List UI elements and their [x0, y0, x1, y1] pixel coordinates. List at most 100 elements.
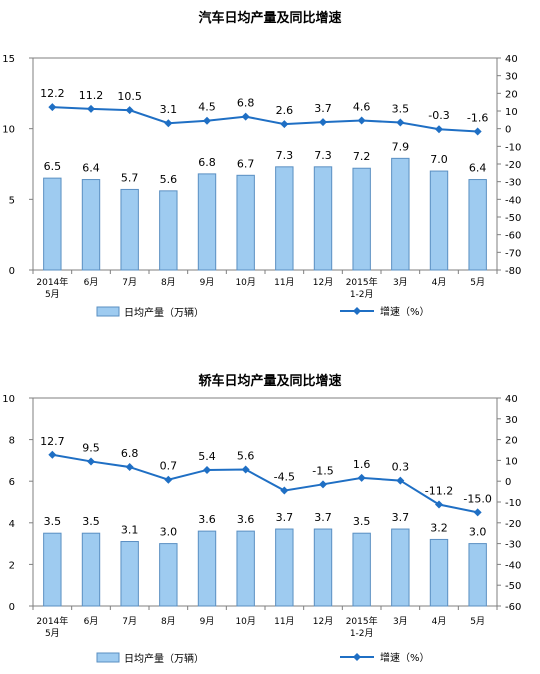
x-axis-tick-label: 2014年 5月 — [36, 276, 68, 300]
growth-value-label: 6.8 — [237, 97, 255, 110]
right-axis-tick-label: -60 — [505, 231, 521, 242]
x-axis-tick-label: 6月 — [84, 616, 99, 627]
bar — [352, 532, 371, 607]
right-axis-tick-label: -50 — [505, 581, 521, 592]
legend-bar-label: 日均产量（万辆） — [124, 306, 204, 319]
growth-point — [87, 104, 95, 113]
bar — [236, 530, 255, 607]
right-axis-tick-label: -30 — [505, 540, 521, 551]
x-axis-tick-label: 12月 — [313, 616, 333, 627]
growth-point — [396, 476, 405, 485]
x-axis-tick-label: 2014年 5月 — [36, 615, 68, 639]
bar-value-label: 3.5 — [353, 515, 371, 528]
bar-value-label: 3.0 — [469, 526, 487, 539]
growth-point — [125, 463, 134, 472]
x-axis-tick-label: 4月 — [432, 277, 447, 288]
bar-value-label: 7.3 — [314, 149, 332, 162]
right-axis-tick-label: 30 — [505, 415, 518, 426]
growth-value-label: -0.3 — [428, 109, 449, 122]
chart-2: 轿车日均产量及同比增速 0 2 4 6 8 10 40 30 20 10 0 -10 -20 -30 -40 -… — [2, 373, 521, 665]
bar-value-label: 7.2 — [353, 150, 371, 163]
left-axis-tick-label: 4 — [9, 519, 15, 530]
growth-point — [125, 106, 134, 115]
legend-line-label: 增速（%） — [380, 305, 430, 318]
x-axis-tick-label: 12月 — [313, 277, 333, 288]
right-axis-tick-label: 10 — [505, 107, 518, 118]
x-axis-tick-label: 5月 — [470, 277, 485, 288]
right-axis-tick-label: -40 — [505, 560, 521, 571]
right-axis-tick-label: 0 — [505, 477, 511, 488]
growth-point — [203, 116, 211, 125]
bar — [197, 530, 217, 607]
x-axis-tick-label: 10月 — [235, 277, 255, 288]
right-axis-tick-label: -10 — [505, 498, 521, 509]
growth-point — [396, 118, 405, 127]
x-axis-tick-label: 10月 — [235, 616, 255, 627]
bar-value-label: 7.0 — [430, 153, 448, 166]
growth-point — [280, 486, 289, 495]
right-axis-tick-label: 40 — [505, 54, 518, 65]
right-axis-tick-label: 10 — [505, 456, 518, 467]
bar — [120, 188, 139, 271]
chart-title: 汽车日均产量及同比增速 — [198, 10, 341, 26]
bar-value-label: 3.2 — [430, 521, 448, 534]
bar-value-label: 3.0 — [160, 526, 178, 539]
growth-value-label: 12.2 — [40, 87, 65, 100]
left-axis-tick-label: 10 — [2, 394, 15, 405]
bar — [275, 528, 294, 607]
x-axis-tick-label: 7月 — [122, 616, 137, 627]
bar — [391, 157, 410, 271]
x-axis-tick-label: 9月 — [200, 277, 215, 288]
left-axis-tick-label: 2 — [9, 560, 15, 571]
growth-point — [473, 508, 482, 517]
chart-title: 轿车日均产量及同比增速 — [198, 373, 341, 389]
bar — [120, 541, 139, 607]
growth-point — [473, 127, 482, 136]
bar-value-label: 6.4 — [469, 162, 487, 175]
growth-value-label: 4.5 — [198, 101, 216, 114]
bar — [43, 532, 62, 607]
growth-value-label: 4.6 — [353, 101, 371, 114]
growth-value-label: -11.2 — [425, 484, 453, 497]
growth-value-label: -1.6 — [467, 111, 488, 124]
legend-bar-swatch — [96, 306, 120, 317]
left-axis-tick-label: 5 — [9, 195, 15, 206]
x-axis-tick-label: 8月 — [161, 616, 176, 627]
growth-value-label: -15.0 — [463, 492, 491, 505]
left-axis-tick-label: 15 — [2, 54, 15, 65]
x-axis-tick-label: 2015年 1-2月 — [346, 615, 378, 639]
bar-value-label: 5.7 — [121, 171, 139, 184]
bar-value-label: 5.6 — [160, 173, 178, 186]
growth-value-label: 10.5 — [117, 90, 142, 103]
growth-value-label: 0.7 — [160, 460, 178, 473]
bar-value-label: 3.6 — [237, 513, 255, 526]
chart-1: 汽车日均产量及同比增速 0 5 10 15 40 30 20 10 0 -10 -20 -30 -40 -5… — [2, 10, 521, 319]
bar — [313, 528, 333, 607]
growth-point — [357, 116, 366, 125]
right-axis-tick-label: -60 — [505, 602, 521, 613]
growth-value-label: 3.7 — [314, 102, 332, 115]
bar-value-label: 7.9 — [392, 140, 410, 153]
legend-line-marker — [353, 307, 361, 315]
x-axis-tick-label: 8月 — [161, 277, 176, 288]
right-axis-tick-label: -50 — [505, 213, 521, 224]
bar-value-label: 7.3 — [276, 149, 294, 162]
bar — [468, 543, 487, 607]
x-axis-tick-label: 11月 — [274, 277, 294, 288]
bar — [81, 179, 101, 271]
plot-area — [32, 397, 498, 607]
growth-point — [435, 125, 443, 134]
bar-value-label: 3.5 — [44, 515, 62, 528]
growth-value-label: 5.4 — [198, 450, 216, 463]
growth-point — [48, 450, 57, 459]
legend-bar-label: 日均产量（万辆） — [124, 652, 204, 665]
bar — [159, 543, 178, 607]
bar — [468, 179, 487, 271]
growth-point — [319, 480, 327, 489]
right-axis-tick-label: -20 — [505, 160, 521, 171]
bar — [159, 190, 178, 271]
growth-value-label: 9.5 — [82, 441, 100, 454]
bar-value-label: 6.7 — [237, 157, 255, 170]
